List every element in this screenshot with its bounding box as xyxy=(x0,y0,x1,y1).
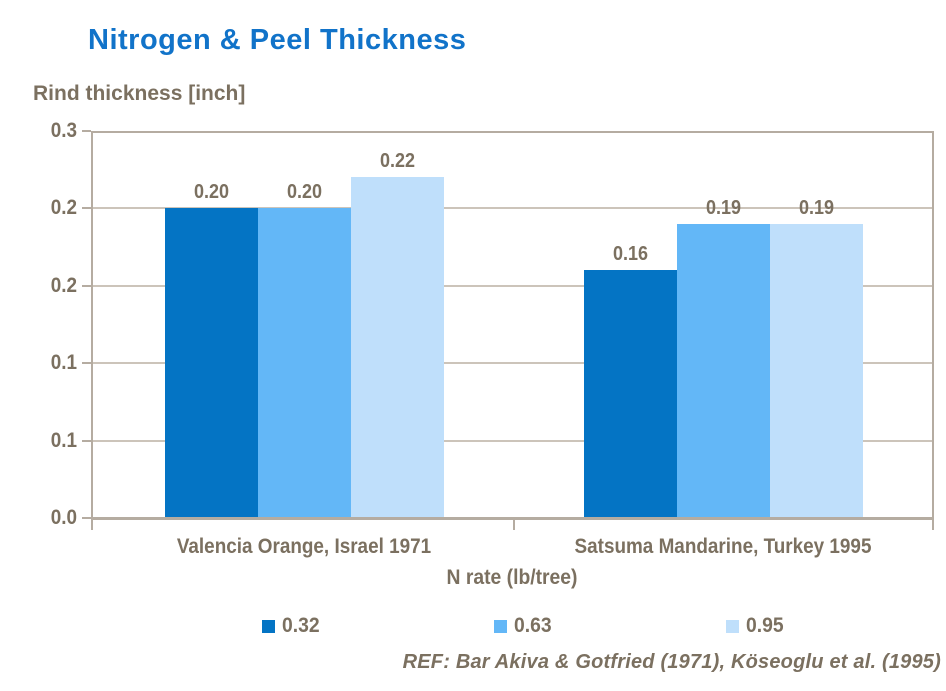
y-axis-title: Rind thickness [inch] xyxy=(33,82,246,105)
legend-swatch xyxy=(262,619,275,633)
data-label: 0.22 xyxy=(379,150,416,172)
x-tick-mark xyxy=(932,518,934,530)
x-axis-title: N rate (lb/tree) xyxy=(446,566,578,589)
y-tick-label: 0.2 xyxy=(50,196,77,219)
bar-0.32-1 xyxy=(165,208,258,518)
category-label: Satsuma Mandarine, Turkey 1995 xyxy=(574,535,872,558)
plot-border-right xyxy=(932,131,934,521)
data-label: 0.20 xyxy=(193,181,230,203)
y-tick-label: 0.0 xyxy=(50,506,77,529)
plot-area xyxy=(91,131,934,521)
bar-0.63-1 xyxy=(258,208,351,518)
data-label: 0.19 xyxy=(705,197,742,219)
chart-title: Nitrogen & Peel Thickness xyxy=(88,24,467,56)
reference-note: REF: Bar Akiva & Gotfried (1971), Köseog… xyxy=(402,651,941,673)
y-tick-label: 0.2 xyxy=(50,274,77,297)
gridline xyxy=(91,362,934,364)
x-tick-mark xyxy=(91,518,93,530)
data-label: 0.20 xyxy=(286,181,323,203)
y-tick-label: 0.1 xyxy=(50,351,77,374)
y-tick-label: 0.3 xyxy=(50,119,77,142)
legend-label: 0.95 xyxy=(746,614,784,637)
bar-0.95-2 xyxy=(770,224,863,518)
y-tick-mark xyxy=(82,440,91,442)
legend-label: 0.63 xyxy=(514,614,552,637)
y-tick-mark xyxy=(82,517,91,519)
y-tick-mark xyxy=(82,362,91,364)
data-label: 0.16 xyxy=(612,243,649,265)
legend-label: 0.32 xyxy=(282,614,320,637)
x-tick-mark xyxy=(513,518,515,530)
legend-swatch xyxy=(726,619,739,633)
gridline xyxy=(91,131,934,133)
bar-0.32-2 xyxy=(584,270,677,518)
y-tick-mark xyxy=(82,130,91,132)
bar-0.63-2 xyxy=(677,224,770,518)
legend-item: 0.63 xyxy=(494,614,555,637)
legend-item: 0.32 xyxy=(262,614,323,637)
data-label: 0.19 xyxy=(798,197,835,219)
category-label: Valencia Orange, Israel 1971 xyxy=(176,535,432,558)
legend-item: 0.95 xyxy=(726,614,787,637)
gridline xyxy=(91,285,934,287)
legend-swatch xyxy=(494,619,507,633)
gridline xyxy=(91,440,934,442)
x-axis-line xyxy=(91,517,934,520)
y-tick-mark xyxy=(82,285,91,287)
y-tick-label: 0.1 xyxy=(50,429,77,452)
bar-0.95-1 xyxy=(351,177,444,518)
y-tick-mark xyxy=(82,207,91,209)
plot-border-left xyxy=(91,131,93,521)
gridline xyxy=(91,207,934,209)
